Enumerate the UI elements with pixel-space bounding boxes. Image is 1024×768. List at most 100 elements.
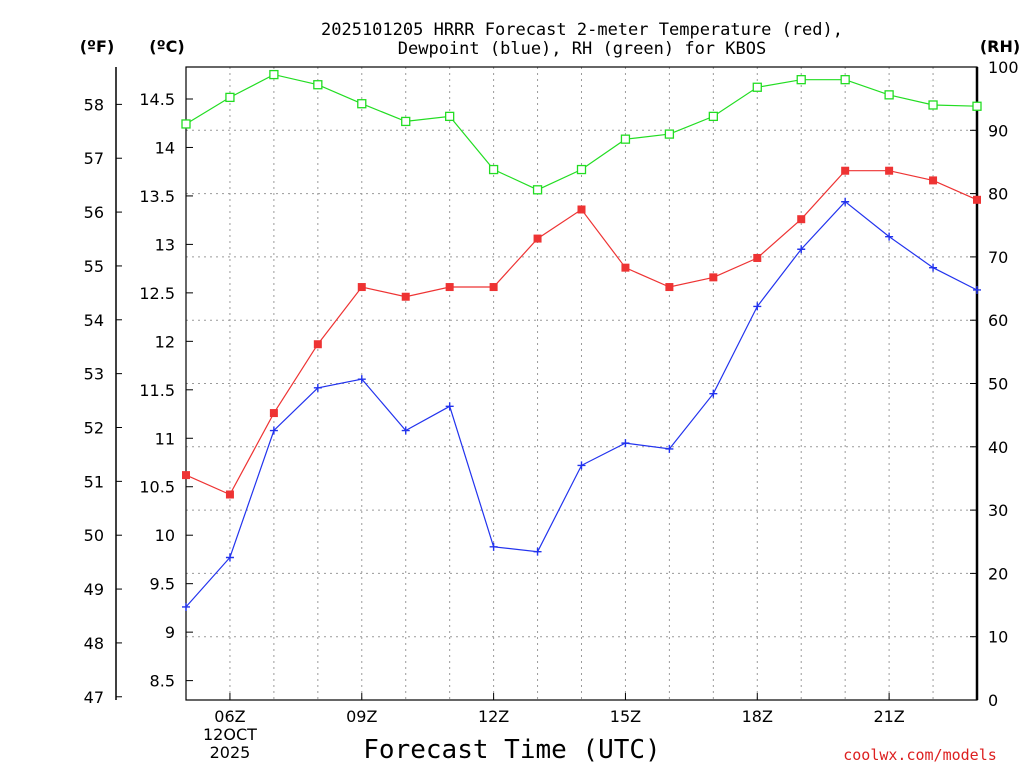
celsius-tick-label: 11.5	[139, 381, 175, 400]
rh-point	[884, 90, 894, 100]
x-tick-label: 12Z	[478, 707, 509, 726]
dewpoint-point	[489, 542, 498, 551]
temperature-point	[973, 195, 981, 204]
x-tick-label: 06Z	[214, 707, 245, 726]
rh-unit-label: (RH)	[980, 37, 1020, 56]
rh-tick-label: 50	[988, 375, 1008, 394]
temperature-point	[357, 283, 366, 292]
dewpoint-point	[357, 375, 366, 384]
fahrenheit-tick-label: 50	[84, 526, 104, 545]
temperature-point	[225, 490, 234, 499]
rh-tick-label: 60	[988, 311, 1008, 330]
dewpoint-point	[225, 553, 234, 562]
fahrenheit-tick-label: 52	[84, 418, 104, 437]
rh-point	[752, 82, 762, 92]
dewpoint-point	[182, 602, 190, 611]
rh-point	[401, 116, 411, 127]
fahrenheit-tick-label: 48	[84, 634, 104, 653]
dewpoint-point	[665, 444, 674, 453]
rh-tick-label: 30	[988, 501, 1008, 520]
chart-title-line-2: Dewpoint (blue), RH (green) for KBOS	[398, 39, 766, 59]
x-tick-label: 21Z	[873, 707, 904, 726]
temperature-point	[665, 283, 674, 292]
celsius-tick-label: 11	[155, 429, 175, 448]
rh-tick-label: 90	[988, 121, 1008, 140]
rh-tick-label: 70	[988, 248, 1008, 267]
dewpoint-point	[797, 245, 806, 254]
dewpoint-point	[577, 461, 586, 470]
rh-tick-label: 100	[988, 58, 1019, 77]
celsius-unit-label: (ºC)	[149, 37, 184, 56]
celsius-tick-label: 12	[155, 332, 175, 351]
x-tick-label: 09Z	[346, 707, 377, 726]
rh-tick-label: 80	[988, 185, 1008, 204]
dewpoint-point	[533, 547, 542, 556]
axis-tick-labels: 8.5 9 9.5 10 10.5 11 11.5 12 12.5 13 13.5 14 14.5 47 4…	[84, 58, 1019, 762]
temperature-point	[533, 234, 542, 243]
temperature-point	[401, 292, 410, 301]
dewpoint-point	[973, 285, 981, 294]
temperature-point	[841, 166, 850, 175]
dewpoint-point	[313, 383, 322, 392]
rh-point	[708, 111, 718, 122]
rh-point	[840, 75, 850, 85]
celsius-tick-label: 10	[155, 526, 175, 545]
rh-point	[664, 129, 675, 139]
temperature-point	[577, 205, 586, 214]
temperature-point	[797, 215, 806, 224]
rh-point	[620, 134, 631, 144]
temperature-point	[885, 166, 894, 175]
data-series	[181, 69, 982, 611]
rh-point	[928, 100, 938, 110]
temperature-point	[182, 471, 190, 480]
temperature-point	[489, 283, 498, 292]
dewpoint-point	[709, 389, 718, 398]
x-tick-label: 2025	[210, 743, 251, 762]
fahrenheit-unit-label: (ºF)	[80, 37, 115, 56]
rh-point	[181, 119, 191, 129]
celsius-tick-label: 13	[155, 235, 175, 254]
dewpoint-point	[885, 232, 894, 241]
rh-point	[225, 92, 235, 103]
fahrenheit-tick-label: 49	[84, 580, 104, 599]
site-credit: coolwx.com/models	[843, 746, 997, 764]
x-tick-label: 15Z	[610, 707, 641, 726]
rh-tick-label: 0	[988, 691, 998, 710]
rh-tick-label: 20	[988, 564, 1008, 583]
temperature-point	[709, 273, 718, 282]
temperature-point	[445, 283, 454, 292]
temperature-point	[313, 340, 322, 349]
x-tick-label: 12OCT	[203, 725, 257, 744]
rh-point	[313, 80, 323, 90]
rh-point	[488, 164, 499, 175]
celsius-tick-label: 13.5	[139, 187, 175, 206]
fahrenheit-tick-label: 57	[84, 149, 104, 168]
axes	[115, 66, 979, 701]
fahrenheit-tick-label: 56	[84, 203, 104, 222]
dewpoint-point	[841, 197, 850, 206]
grid-lines	[185, 67, 978, 700]
rh-point	[532, 185, 543, 195]
fahrenheit-tick-label: 47	[84, 688, 104, 707]
rh-point	[796, 75, 806, 85]
celsius-tick-label: 9.5	[150, 575, 175, 594]
temperature-point	[929, 176, 938, 185]
rh-point	[972, 101, 982, 111]
dewpoint-point	[621, 439, 630, 448]
dewpoint-point	[753, 302, 762, 311]
temperature-point	[269, 409, 278, 418]
dewpoint-point	[401, 426, 410, 435]
fahrenheit-tick-label: 53	[84, 365, 104, 384]
rh-point	[445, 111, 455, 122]
celsius-tick-label: 14.5	[139, 90, 175, 109]
temperature-point	[753, 253, 762, 262]
fahrenheit-tick-label: 55	[84, 257, 104, 276]
temperature-point	[621, 263, 630, 272]
rh-point	[269, 69, 279, 80]
chart-title-line-1: 2025101205 HRRR Forecast 2-meter Tempera…	[321, 20, 843, 40]
celsius-tick-label: 10.5	[139, 478, 175, 497]
fahrenheit-tick-label: 54	[84, 311, 104, 330]
celsius-tick-label: 8.5	[150, 672, 175, 691]
fahrenheit-tick-label: 58	[84, 95, 104, 114]
dewpoint-point	[445, 402, 454, 411]
